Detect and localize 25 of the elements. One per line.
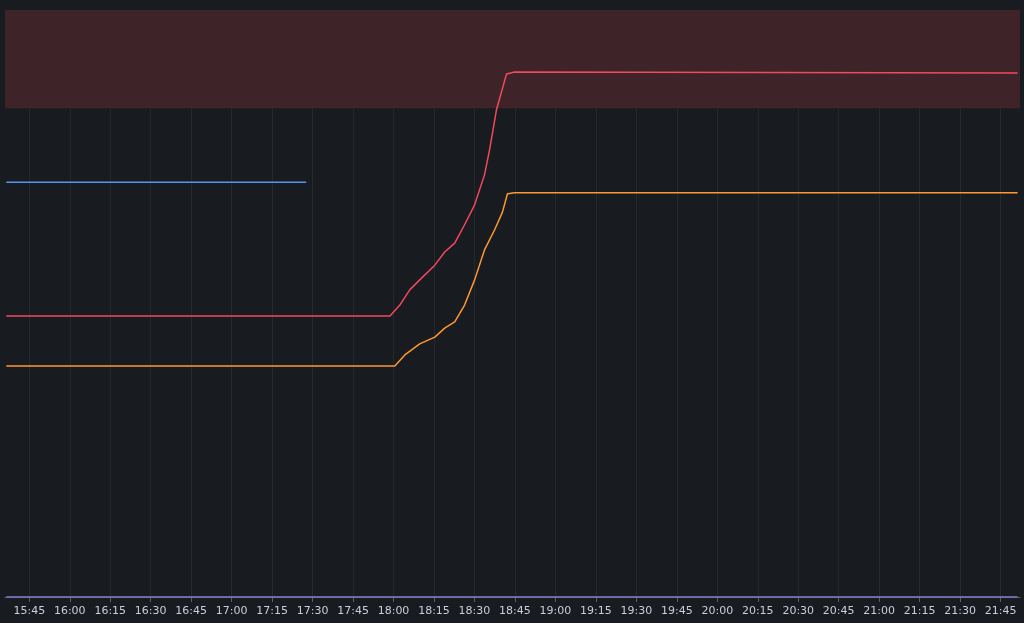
x-tick-label: 20:45 bbox=[822, 604, 855, 617]
x-tick-label: 20:00 bbox=[701, 604, 734, 617]
x-tick-label: 21:45 bbox=[984, 604, 1017, 617]
x-tick-label: 21:30 bbox=[944, 604, 976, 617]
x-tick-label: 18:15 bbox=[418, 604, 450, 617]
x-tick-label: 16:30 bbox=[134, 604, 167, 617]
x-tick-label: 19:00 bbox=[539, 604, 572, 617]
x-tick-label: 18:45 bbox=[499, 604, 531, 617]
x-tick-label: 17:15 bbox=[256, 604, 288, 617]
x-tick-label: 17:45 bbox=[337, 604, 369, 617]
x-tick-label: 17:00 bbox=[215, 604, 248, 617]
x-tick-label: 20:30 bbox=[782, 604, 815, 617]
x-tick-label: 16:00 bbox=[53, 604, 86, 617]
x-tick-label: 19:15 bbox=[580, 604, 612, 617]
x-tick-label: 16:15 bbox=[94, 604, 127, 617]
x-tick-label: 19:30 bbox=[620, 604, 653, 617]
x-tick-label: 17:30 bbox=[296, 604, 329, 617]
x-tick-label: 18:30 bbox=[458, 604, 491, 617]
x-tick-label: 19:45 bbox=[660, 604, 693, 617]
x-tick-label: 16:45 bbox=[175, 604, 208, 617]
x-tick-label: 18:00 bbox=[377, 604, 410, 617]
x-tick-label: 21:15 bbox=[903, 604, 936, 617]
x-tick-label: 21:00 bbox=[863, 604, 896, 617]
x-tick-label: 15:45 bbox=[13, 604, 46, 617]
x-tick-label: 20:15 bbox=[741, 604, 774, 617]
